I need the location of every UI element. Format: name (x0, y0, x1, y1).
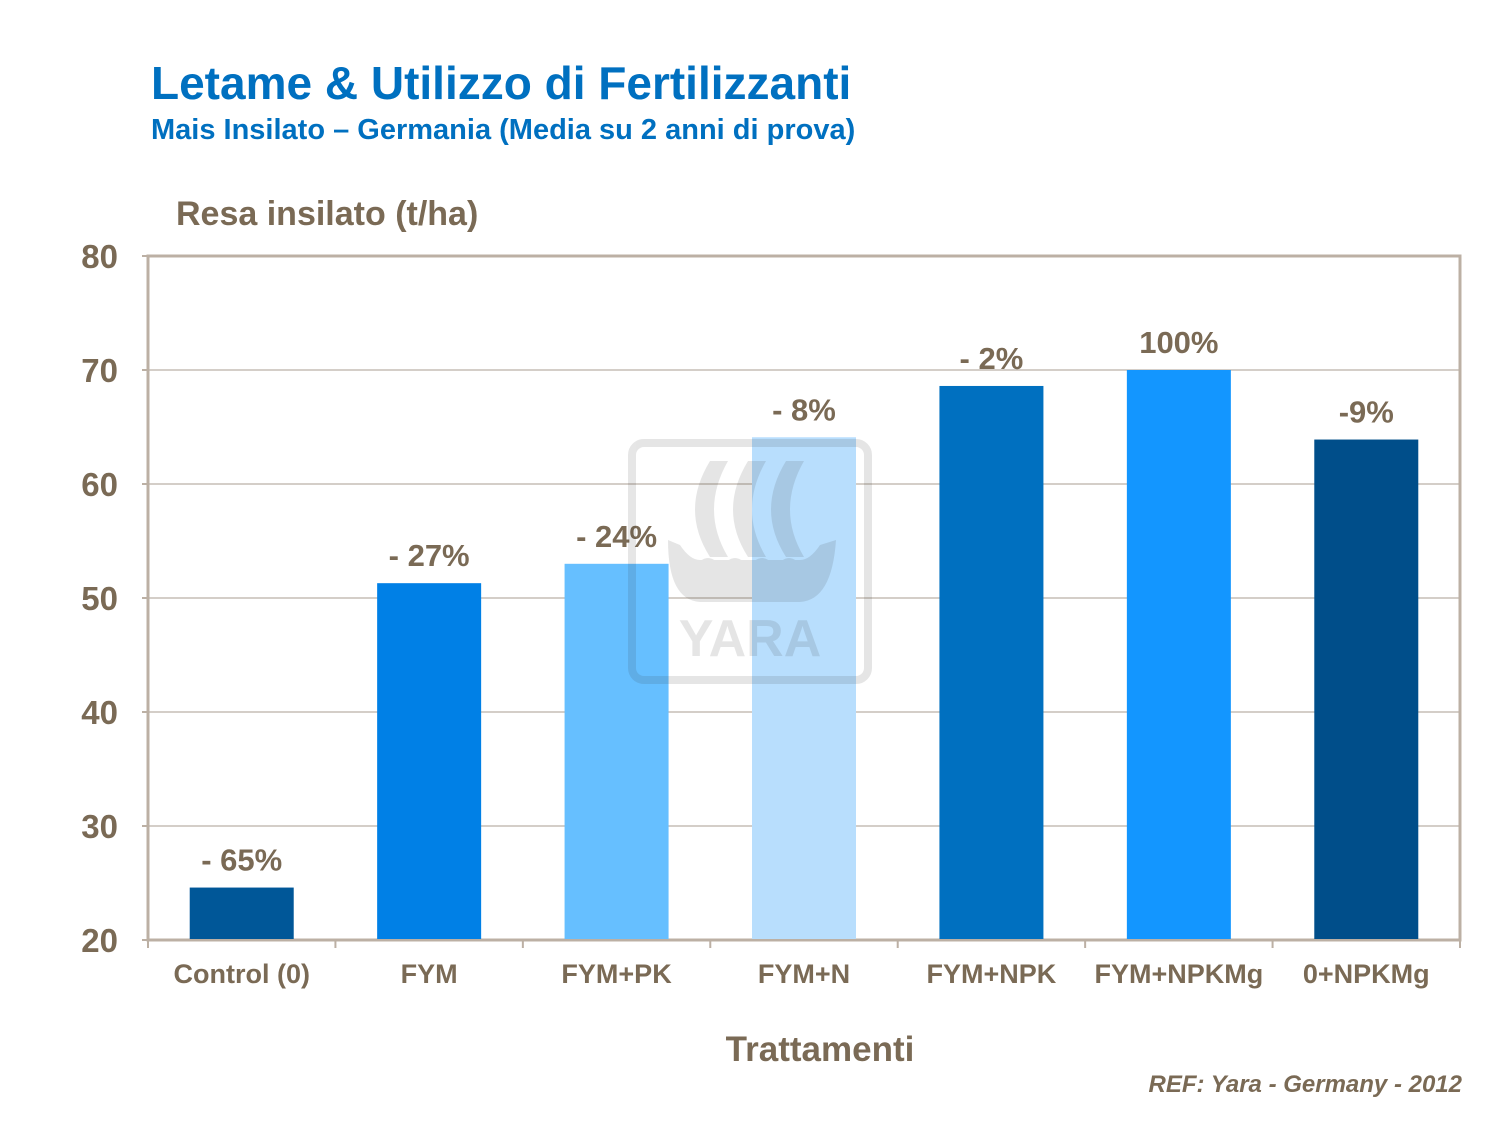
chart-subtitle: Mais Insilato – Germania (Media su 2 ann… (151, 114, 856, 146)
y-tick-label: 70 (81, 352, 118, 389)
bar (1314, 439, 1419, 939)
y-tick-label: 40 (81, 694, 118, 731)
bar (752, 437, 856, 939)
reference-note: REF: Yara - Germany - 2012 (1148, 1071, 1462, 1098)
y-tick-label: 80 (81, 238, 118, 275)
y-tick-label: 60 (81, 466, 118, 503)
bar (377, 583, 482, 939)
x-tick-label: Control (0) (173, 959, 309, 989)
data-label: - 65% (201, 843, 282, 878)
data-label: - 2% (960, 341, 1024, 376)
x-tick-label: FYM+N (758, 959, 850, 989)
plot-frame (146, 254, 1462, 942)
yara-logo-watermark: YARA (628, 439, 872, 684)
data-label: - 8% (772, 392, 836, 427)
y-tick-label: 20 (81, 922, 118, 959)
y-axis-label: Resa insilato (t/ha) (176, 195, 479, 233)
x-axis-label: Trattamenti (725, 1030, 915, 1069)
data-label: 100% (1139, 325, 1218, 360)
x-tick-label: FYM+NPK (927, 959, 1057, 989)
data-label: - 24% (576, 519, 657, 554)
x-tick-label: FYM (401, 959, 458, 989)
chart-title: Letame & Utilizzo di Fertilizzanti (151, 57, 852, 109)
svg-text:YARA: YARA (679, 610, 822, 668)
data-label: -9% (1339, 395, 1394, 430)
bar (189, 887, 294, 939)
y-tick-label: 50 (81, 580, 118, 617)
data-label: - 27% (389, 538, 470, 573)
x-tick-label: FYM+NPKMg (1094, 959, 1263, 989)
x-tick-label: 0+NPKMg (1303, 959, 1430, 989)
y-tick-label: 30 (81, 808, 118, 845)
bar (1126, 370, 1231, 939)
x-tick-label: FYM+PK (561, 959, 672, 989)
bar (939, 385, 1044, 940)
bar (564, 563, 669, 939)
